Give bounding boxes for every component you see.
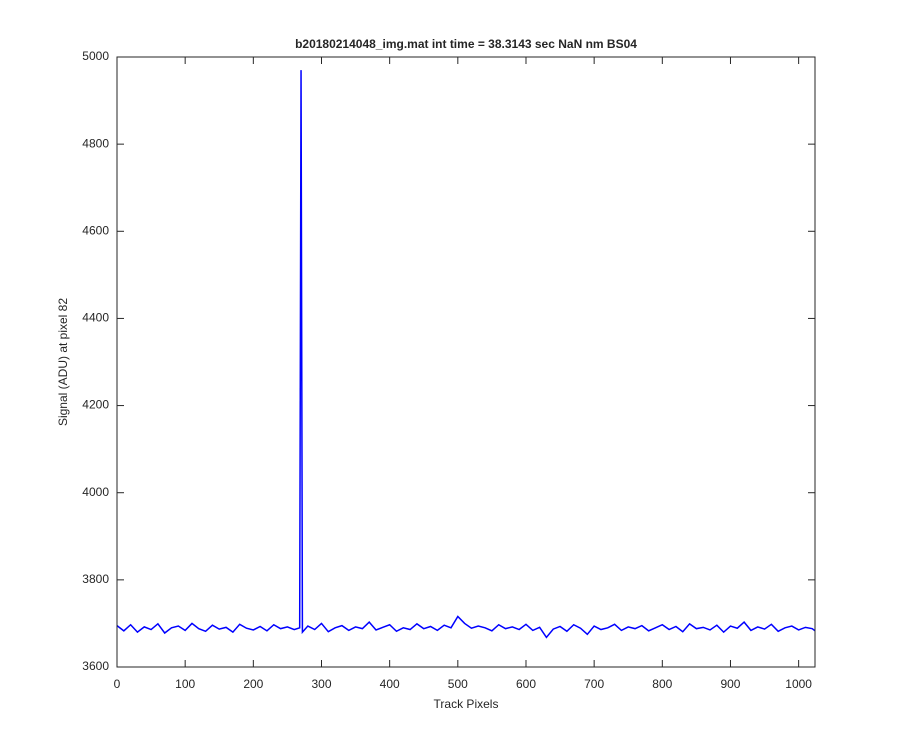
y-tick-label: 4200 <box>82 398 109 412</box>
x-tick-label: 1000 <box>785 677 812 691</box>
x-tick-label: 800 <box>652 677 672 691</box>
y-tick-label: 3600 <box>82 659 109 673</box>
plot-frame <box>116 56 816 668</box>
y-tick-label: 3800 <box>82 572 109 586</box>
chart-title: b20180214048_img.mat int time = 38.3143 … <box>295 37 637 51</box>
x-tick-label: 500 <box>448 677 468 691</box>
y-tick-label: 5000 <box>82 49 109 63</box>
y-axis-label: Signal (ADU) at pixel 82 <box>56 298 70 426</box>
y-tick-label: 4800 <box>82 136 109 150</box>
y-tick-label: 4400 <box>82 311 109 325</box>
y-tick-label: 4000 <box>82 485 109 499</box>
x-tick-label: 700 <box>584 677 604 691</box>
x-tick-label: 400 <box>380 677 400 691</box>
x-tick-label: 100 <box>175 677 195 691</box>
x-tick-label: 0 <box>114 677 121 691</box>
x-axis-label: Track Pixels <box>434 697 499 711</box>
data-line <box>116 70 816 639</box>
x-tick-label: 900 <box>720 677 740 691</box>
x-tick-label: 300 <box>311 677 331 691</box>
x-tick-label: 600 <box>516 677 536 691</box>
y-tick-label: 4600 <box>82 223 109 237</box>
x-tick-label: 200 <box>243 677 263 691</box>
